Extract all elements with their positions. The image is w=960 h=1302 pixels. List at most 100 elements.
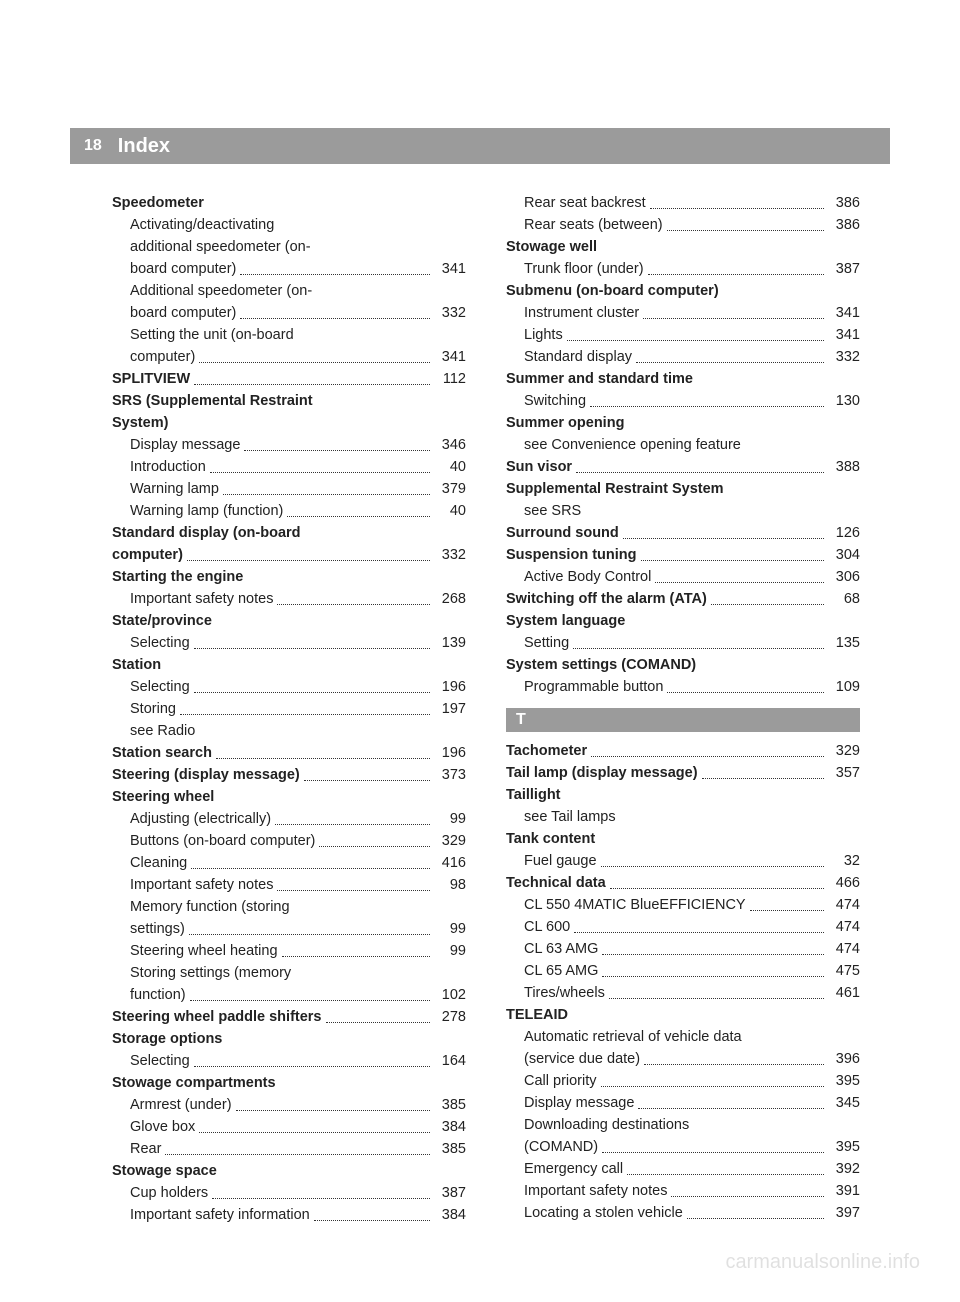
watermark: carmanualsonline.info <box>725 1251 920 1274</box>
index-entry-label: Active Body Control <box>524 566 651 588</box>
leader-dots <box>189 934 430 935</box>
leader-dots <box>191 868 430 869</box>
index-sub-entry: Adjusting (electrically)99 <box>112 808 466 830</box>
index-entry-label: Buttons (on-board computer) <box>130 830 315 852</box>
index-entry-page: 268 <box>434 588 466 610</box>
index-sub-entry: CL 600474 <box>506 916 860 938</box>
index-sub-entry: Warning lamp379 <box>112 478 466 500</box>
index-entry-label: Suspension tuning <box>506 544 637 566</box>
index-heading: Supplemental Restraint System <box>506 478 860 500</box>
index-sub-entry: Setting135 <box>506 632 860 654</box>
index-see-ref: see SRS <box>506 500 860 522</box>
index-sub-entry: (service due date)396 <box>506 1048 860 1070</box>
index-entry-label: Instrument cluster <box>524 302 639 324</box>
index-sub-entry: Important safety notes268 <box>112 588 466 610</box>
leader-dots <box>319 846 430 847</box>
index-heading: Summer opening <box>506 412 860 434</box>
index-entry: Switching off the alarm (ATA)68 <box>506 588 860 610</box>
leader-dots <box>750 910 824 911</box>
index-entry-label: Adjusting (electrically) <box>130 808 271 830</box>
index-see-ref: see Radio <box>112 720 466 742</box>
index-sub-entry: Fuel gauge32 <box>506 850 860 872</box>
index-entry-page: 130 <box>828 390 860 412</box>
index-sub-entry: Instrument cluster341 <box>506 302 860 324</box>
index-sub-entry: CL 550 4MATIC BlueEFFICIENCY474 <box>506 894 860 916</box>
index-entry: computer)332 <box>112 544 466 566</box>
index-entry: Steering wheel paddle shifters278 <box>112 1006 466 1028</box>
index-entry-page: 109 <box>828 676 860 698</box>
index-sub-entry: Storing197 <box>112 698 466 720</box>
index-entry-page: 384 <box>434 1204 466 1226</box>
index-entry-page: 461 <box>828 982 860 1004</box>
leader-dots <box>199 362 430 363</box>
index-entry-page: 379 <box>434 478 466 500</box>
index-entry-label: Selecting <box>130 676 190 698</box>
leader-dots <box>277 890 430 891</box>
index-entry-label: Selecting <box>130 1050 190 1072</box>
index-heading: Stowage space <box>112 1160 466 1182</box>
leader-dots <box>326 1022 431 1023</box>
index-entry: Station search196 <box>112 742 466 764</box>
index-entry-page: 196 <box>434 676 466 698</box>
index-entry-page: 99 <box>434 918 466 940</box>
index-sub-entry: Buttons (on-board computer) 329 <box>112 830 466 852</box>
leader-dots <box>194 648 430 649</box>
index-entry-label: CL 600 <box>524 916 570 938</box>
index-entry-page: 329 <box>434 830 466 852</box>
index-sub-entry: Rear seats (between)386 <box>506 214 860 236</box>
index-entry-label: Storing settings (memory <box>130 962 291 984</box>
index-heading: SRS (Supplemental Restraint <box>112 390 466 412</box>
index-sub-entry: Locating a stolen vehicle397 <box>506 1202 860 1224</box>
index-entry: Surround sound126 <box>506 522 860 544</box>
index-sub-entry: Selecting 196 <box>112 676 466 698</box>
index-heading: System settings (COMAND) <box>506 654 860 676</box>
index-entry-page: 112 <box>434 368 466 390</box>
index-entry-label: Important safety notes <box>130 874 273 896</box>
index-sub-entry: Display message345 <box>506 1092 860 1114</box>
index-sub-entry-line: Additional speedometer (on- <box>112 280 466 302</box>
index-entry-label: Display message <box>130 434 240 456</box>
index-sub-entry: Selecting139 <box>112 632 466 654</box>
index-entry-label: Memory function (storing <box>130 896 290 918</box>
index-entry-label: Downloading destinations <box>524 1114 689 1136</box>
index-entry-page: 346 <box>434 434 466 456</box>
index-sub-entry: Glove box384 <box>112 1116 466 1138</box>
index-entry-page: 102 <box>434 984 466 1006</box>
leader-dots <box>194 692 430 693</box>
index-entry-page: 341 <box>434 258 466 280</box>
index-entry-page: 387 <box>828 258 860 280</box>
leader-dots <box>277 604 430 605</box>
index-sub-entry: Cup holders387 <box>112 1182 466 1204</box>
index-heading: Summer and standard time <box>506 368 860 390</box>
index-entry-label: CL 63 AMG <box>524 938 598 960</box>
index-entry-label: board computer) <box>130 302 236 324</box>
index-sub-entry: Active Body Control306 <box>506 566 860 588</box>
index-entry-page: 197 <box>434 698 466 720</box>
index-entry-page: 391 <box>828 1180 860 1202</box>
index-entry-label: Cleaning <box>130 852 187 874</box>
index-entry-label: CL 65 AMG <box>524 960 598 982</box>
leader-dots <box>240 274 430 275</box>
index-entry-page: 40 <box>434 500 466 522</box>
index-entry-label: Surround sound <box>506 522 619 544</box>
letter-section-bar: T <box>506 708 860 732</box>
index-entry-page: 341 <box>828 324 860 346</box>
index-sub-entry: Programmable button109 <box>506 676 860 698</box>
index-entry-page: 475 <box>828 960 860 982</box>
index-sub-entry: Rear seat backrest386 <box>506 192 860 214</box>
index-entry-page: 397 <box>828 1202 860 1224</box>
index-entry-label: Standard display <box>524 346 632 368</box>
index-entry-label: Armrest (under) <box>130 1094 232 1116</box>
leader-dots <box>567 340 824 341</box>
index-entry-page: 135 <box>828 632 860 654</box>
leader-dots <box>711 604 824 605</box>
leader-dots <box>212 1198 430 1199</box>
index-entry-label: settings) <box>130 918 185 940</box>
index-heading: Steering wheel <box>112 786 466 808</box>
index-heading: Speedometer <box>112 192 466 214</box>
leader-dots <box>609 998 824 999</box>
index-entry-page: 384 <box>434 1116 466 1138</box>
index-entry-page: 466 <box>828 872 860 894</box>
index-entry-label: Important safety information <box>130 1204 310 1226</box>
leader-dots <box>236 1110 430 1111</box>
